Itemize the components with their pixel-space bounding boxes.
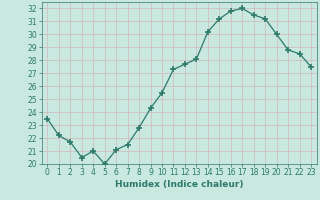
X-axis label: Humidex (Indice chaleur): Humidex (Indice chaleur) [115, 180, 244, 189]
